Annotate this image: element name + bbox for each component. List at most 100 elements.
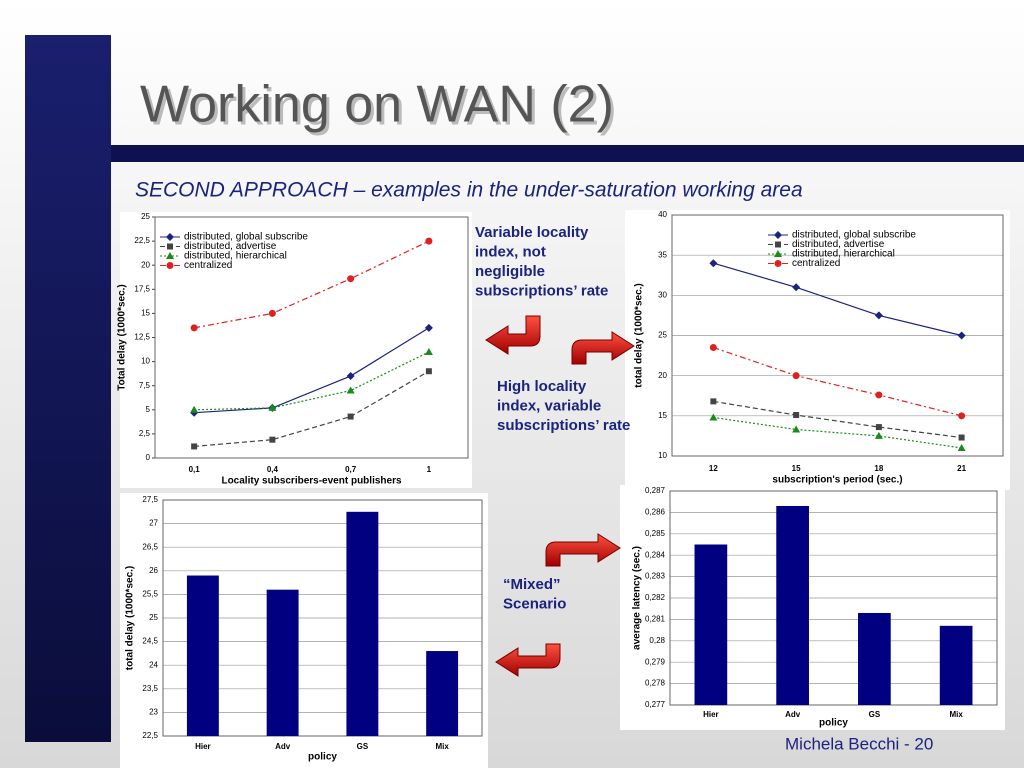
bar bbox=[694, 544, 728, 705]
y-tick-label: 20 bbox=[658, 371, 667, 380]
x-tick-label: GS bbox=[357, 742, 369, 751]
point bbox=[709, 344, 717, 352]
y-axis-label: total delay (1000*sec.) bbox=[125, 566, 136, 671]
point bbox=[346, 372, 355, 381]
annotation: index, variable bbox=[497, 397, 601, 414]
y-tick-label: 23,5 bbox=[142, 684, 158, 693]
arrow-left bbox=[495, 643, 561, 677]
x-tick-label: 0,4 bbox=[267, 465, 279, 474]
y-tick-label: 25 bbox=[141, 212, 150, 221]
y-tick-label: 0,285 bbox=[645, 529, 666, 538]
series-line bbox=[713, 346, 962, 417]
legend-label: centralized bbox=[184, 260, 232, 271]
y-tick-label: 26 bbox=[149, 566, 158, 575]
x-tick-label: GS bbox=[869, 710, 881, 719]
y-axis-label: Total delay (1000*sec.) bbox=[117, 284, 128, 391]
chart-frame bbox=[625, 210, 1010, 490]
legend-label: centralized bbox=[792, 258, 840, 269]
point bbox=[166, 252, 174, 259]
annotation: Variable locality bbox=[475, 224, 589, 241]
point bbox=[774, 250, 782, 257]
point bbox=[268, 309, 276, 317]
x-axis-label: subscription's period (sec.) bbox=[772, 475, 902, 486]
title-shadow: Working on WAN (2) bbox=[143, 79, 617, 137]
point bbox=[875, 424, 882, 431]
x-axis-label: policy bbox=[819, 718, 848, 729]
bar bbox=[186, 575, 219, 736]
point bbox=[792, 283, 801, 292]
point bbox=[874, 311, 883, 320]
x-tick-label: 0,1 bbox=[189, 465, 201, 474]
bar bbox=[776, 505, 809, 705]
x-axis-label: Locality subscribers-event publishers bbox=[221, 476, 401, 487]
arrow-right bbox=[545, 533, 621, 567]
y-tick-label: 22,5 bbox=[134, 236, 150, 245]
y-tick-label: 10 bbox=[141, 357, 150, 366]
footer: Michela Becchi - 20 bbox=[785, 734, 933, 753]
x-tick-label: 12 bbox=[709, 464, 718, 473]
y-tick-label: 35 bbox=[658, 250, 667, 259]
y-tick-label: 0,278 bbox=[645, 679, 666, 688]
legend-label: distributed, global subscribe bbox=[792, 230, 916, 241]
point bbox=[792, 425, 801, 433]
x-tick-label: 0,7 bbox=[345, 465, 357, 474]
x-tick-label: 18 bbox=[874, 464, 883, 473]
point bbox=[709, 413, 718, 421]
series-line bbox=[194, 327, 430, 414]
arrow-left bbox=[485, 315, 541, 355]
y-tick-label: 0 bbox=[146, 453, 151, 462]
y-tick-label: 0,277 bbox=[645, 700, 666, 709]
y-tick-label: 20 bbox=[141, 260, 150, 269]
point bbox=[424, 347, 433, 355]
point bbox=[268, 403, 277, 411]
y-tick-label: 25 bbox=[149, 613, 158, 622]
y-tick-label: 26,5 bbox=[142, 542, 158, 551]
point bbox=[346, 386, 355, 394]
point bbox=[167, 243, 173, 250]
y-tick-label: 0,28 bbox=[649, 636, 665, 645]
y-tick-label: 15 bbox=[658, 411, 667, 420]
point bbox=[425, 368, 432, 375]
slide-subtitle: SECOND APPROACH – examples in the under-… bbox=[135, 179, 803, 202]
legend-label: distributed, advertise bbox=[184, 241, 277, 252]
x-tick-label: Adv bbox=[785, 710, 801, 719]
x-tick-label: Adv bbox=[275, 742, 291, 751]
y-tick-label: 23 bbox=[149, 708, 158, 717]
y-tick-label: 5 bbox=[146, 405, 151, 414]
point bbox=[190, 405, 199, 413]
legend-label: distributed, global subscribe bbox=[184, 232, 308, 243]
plot-area bbox=[162, 499, 483, 737]
point bbox=[347, 413, 354, 420]
chart-frame bbox=[120, 212, 472, 488]
y-tick-label: 0,287 bbox=[645, 486, 666, 495]
plot-area bbox=[669, 490, 998, 706]
title-bar bbox=[111, 145, 1024, 162]
y-tick-label: 22,5 bbox=[142, 731, 158, 740]
y-tick-label: 0,284 bbox=[645, 550, 666, 559]
y-tick-label: 7,5 bbox=[139, 381, 151, 390]
point bbox=[166, 233, 174, 241]
y-tick-label: 25,5 bbox=[142, 590, 158, 599]
point bbox=[709, 259, 718, 268]
y-tick-label: 15 bbox=[141, 309, 150, 318]
point bbox=[269, 436, 276, 443]
point bbox=[792, 372, 800, 380]
point bbox=[793, 412, 800, 419]
y-tick-label: 40 bbox=[658, 210, 667, 219]
point bbox=[710, 398, 717, 405]
y-tick-label: 25 bbox=[658, 331, 667, 340]
point bbox=[957, 331, 966, 340]
series-line bbox=[713, 400, 962, 439]
annotation: subscriptions’ rate bbox=[497, 417, 630, 434]
slide-title: Working on WAN (2) bbox=[140, 76, 614, 134]
bar bbox=[858, 612, 891, 705]
x-tick-label: Mix bbox=[435, 742, 449, 751]
point bbox=[958, 434, 965, 441]
point bbox=[774, 231, 782, 239]
x-axis-label: policy bbox=[308, 752, 337, 763]
y-tick-label: 10 bbox=[658, 451, 667, 460]
plot-area bbox=[671, 214, 1004, 457]
annotation: subscriptions’ rate bbox=[475, 282, 608, 299]
x-tick-label: Hier bbox=[703, 710, 719, 719]
